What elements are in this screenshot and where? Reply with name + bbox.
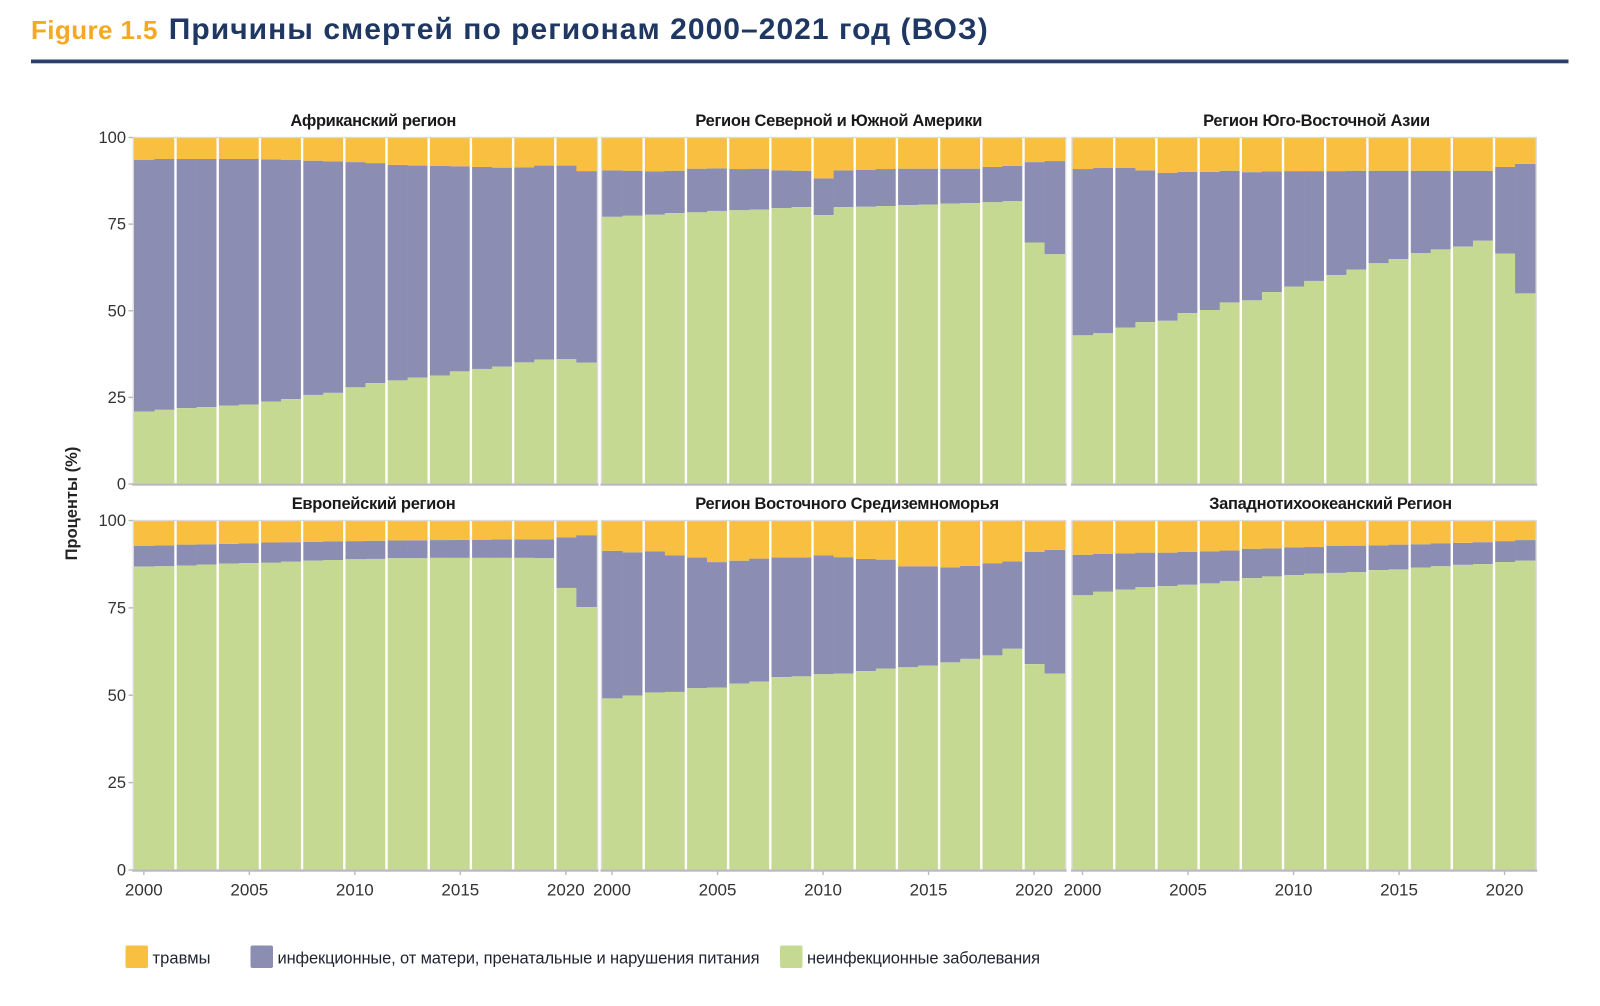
svg-text:25: 25	[108, 389, 126, 407]
svg-text:50: 50	[108, 687, 126, 705]
svg-text:2020: 2020	[1015, 881, 1053, 900]
svg-text:2005: 2005	[699, 881, 737, 900]
svg-text:2015: 2015	[441, 881, 479, 900]
svg-text:Африканский регион: Африканский регион	[290, 112, 456, 130]
svg-text:2000: 2000	[1064, 881, 1102, 900]
svg-text:2005: 2005	[1169, 881, 1207, 900]
svg-text:2015: 2015	[1380, 881, 1418, 900]
svg-text:2010: 2010	[1275, 881, 1313, 900]
svg-text:2010: 2010	[804, 881, 842, 900]
svg-text:100: 100	[98, 512, 126, 530]
svg-text:Регион Северной и Южной Америк: Регион Северной и Южной Америки	[695, 112, 982, 130]
svg-text:Figure 1.5: Figure 1.5	[31, 15, 158, 45]
svg-text:Причины смертей по регионам 20: Причины смертей по регионам 2000–2021 го…	[169, 13, 988, 46]
svg-text:0: 0	[117, 862, 126, 880]
svg-text:Проценты (%): Проценты (%)	[63, 447, 81, 561]
svg-text:2015: 2015	[910, 881, 948, 900]
svg-text:2020: 2020	[547, 881, 585, 900]
svg-text:2020: 2020	[1486, 881, 1524, 900]
svg-text:0: 0	[117, 476, 126, 494]
svg-text:2000: 2000	[593, 881, 631, 900]
svg-text:Регион Юго-Восточной Азии: Регион Юго-Восточной Азии	[1203, 112, 1430, 130]
svg-text:инфекционные, от матери, прена: инфекционные, от матери, пренатальные и …	[278, 950, 760, 968]
svg-text:75: 75	[108, 599, 126, 617]
svg-text:Западнотихоокеанский Регион: Западнотихоокеанский Регион	[1209, 495, 1452, 513]
svg-text:25: 25	[108, 774, 126, 792]
svg-text:75: 75	[108, 216, 126, 234]
svg-text:неинфекционные заболевания: неинфекционные заболевания	[807, 950, 1040, 968]
svg-text:травмы: травмы	[153, 950, 211, 968]
svg-text:2000: 2000	[125, 881, 163, 900]
svg-text:2005: 2005	[230, 881, 268, 900]
svg-text:2010: 2010	[336, 881, 374, 900]
svg-text:100: 100	[98, 129, 126, 147]
svg-text:Регион Восточного Средиземномо: Регион Восточного Средиземноморья	[695, 495, 999, 513]
svg-text:Европейский регион: Европейский регион	[292, 495, 456, 513]
svg-text:50: 50	[108, 302, 126, 320]
